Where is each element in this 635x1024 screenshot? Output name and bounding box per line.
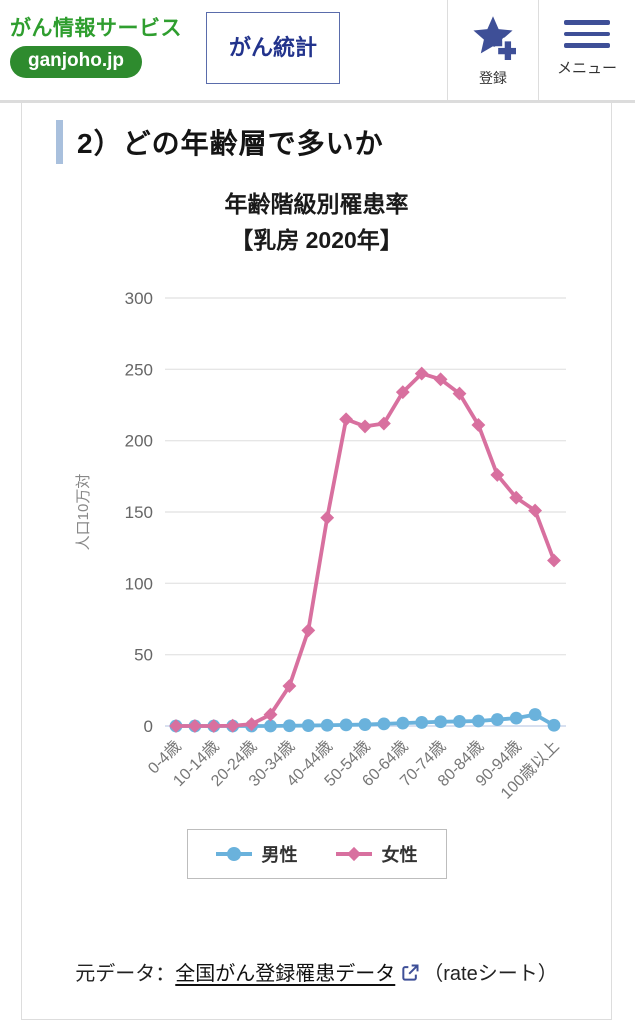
svg-text:250: 250 [125, 361, 153, 380]
svg-text:人口10万対: 人口10万対 [75, 474, 92, 551]
heading-accent-bar [56, 120, 63, 164]
register-button[interactable]: 登録 [447, 0, 538, 100]
chart-title-line1: 年齢階級別罹患率 [224, 191, 409, 217]
svg-text:200: 200 [125, 432, 153, 451]
legend-box: 男性 女性 [186, 829, 447, 880]
svg-text:50: 50 [134, 646, 153, 665]
section-heading-row: 2）どの年齢層で多いか [22, 119, 611, 165]
logo-domain-pill[interactable]: ganjoho.jp [10, 46, 143, 78]
logo-title: がん情報サービス [10, 17, 182, 40]
menu-button[interactable]: メニュー [538, 0, 635, 100]
source-data-link[interactable]: 全国がん登録罹患データ [175, 963, 396, 986]
menu-label: メニュー [556, 59, 617, 77]
cancer-statistics-button[interactable]: がん統計 [206, 12, 341, 84]
male-circle-marker-icon [215, 847, 252, 862]
legend-label-female: 女性 [381, 845, 418, 866]
svg-text:0: 0 [144, 717, 153, 736]
chart-title: 年齢階級別罹患率 【乳房 2020年】 [22, 187, 611, 258]
svg-text:150: 150 [125, 503, 153, 522]
chart-title-line2: 【乳房 2020年】 [230, 226, 403, 253]
bookmark-star-plus-icon [470, 14, 519, 65]
chart-legend: 男性 女性 [22, 829, 611, 880]
external-link-icon[interactable] [400, 964, 420, 988]
site-logo[interactable]: がん情報サービス ganjoho.jp [0, 0, 182, 100]
legend-item-female[interactable]: 女性 [335, 841, 418, 867]
source-suffix: （rateシート） [423, 963, 558, 986]
header-spacer [340, 0, 447, 100]
site-header: がん情報サービス ganjoho.jp がん統計 登録 メニュー [0, 0, 635, 103]
age-incidence-line-chart: 050100150200250300人口10万対0-4歳10-14歳20-24歳… [75, 289, 566, 803]
legend-label-male: 男性 [261, 845, 298, 866]
svg-text:100: 100 [125, 575, 153, 594]
section-heading: 2）どの年齢層で多いか [77, 128, 384, 159]
female-diamond-marker-icon [335, 847, 372, 862]
source-prefix: 元データ： [75, 963, 176, 986]
content-card: 2）どの年齢層で多いか 年齢階級別罹患率 【乳房 2020年】 0 50 100 15… [21, 103, 612, 1021]
svg-text:300: 300 [125, 289, 153, 308]
hamburger-icon [564, 20, 610, 48]
data-source-line: 元データ：全国がん登録罹患データ （rateシート） [22, 957, 611, 989]
legend-item-male[interactable]: 男性 [215, 841, 298, 867]
register-label: 登録 [479, 70, 507, 86]
